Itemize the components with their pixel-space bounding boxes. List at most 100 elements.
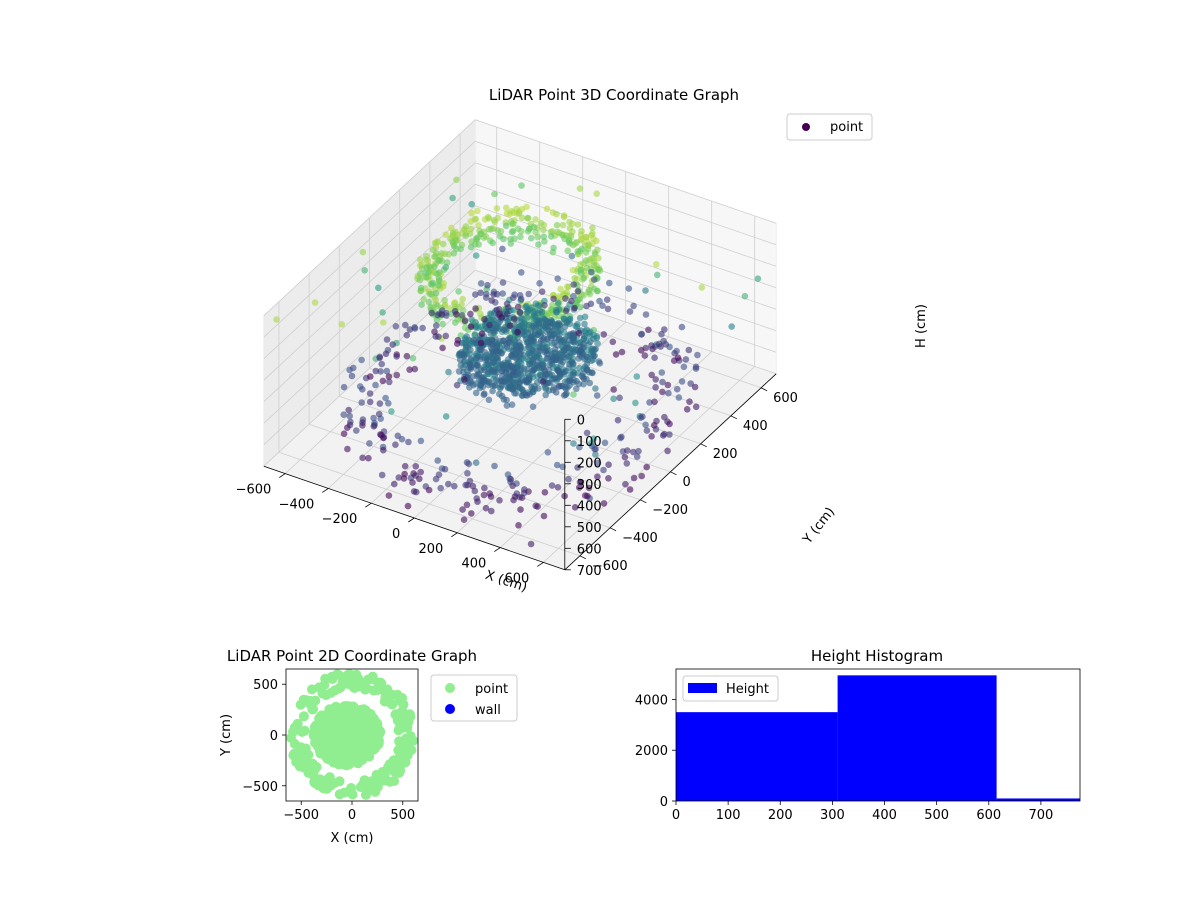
z-tick-label: 400 bbox=[577, 499, 602, 514]
grid-line-y bbox=[369, 367, 671, 473]
histogram-y-tick-label: 4000 bbox=[635, 693, 668, 708]
point-3d bbox=[485, 396, 493, 404]
point-3d bbox=[671, 349, 678, 357]
x-tick-label: −600 bbox=[236, 483, 272, 498]
point-2d bbox=[321, 690, 331, 701]
point-3d bbox=[666, 420, 673, 428]
point-3d bbox=[515, 379, 523, 386]
point-3d bbox=[587, 300, 595, 308]
point-3d bbox=[482, 294, 490, 301]
point-3d bbox=[534, 503, 541, 510]
point-3d bbox=[376, 354, 384, 362]
point-3d bbox=[431, 263, 438, 271]
point-3d bbox=[494, 354, 501, 362]
point-3d bbox=[555, 383, 562, 391]
grid-line-z bbox=[263, 140, 476, 338]
chart-2d-legend-marker-point bbox=[445, 683, 455, 693]
point-3d bbox=[472, 319, 480, 326]
point-3d bbox=[575, 364, 583, 372]
point-3d bbox=[423, 264, 431, 271]
point-3d bbox=[498, 314, 506, 321]
point-3d bbox=[372, 381, 379, 389]
point-3d bbox=[569, 330, 577, 337]
point-3d bbox=[345, 406, 353, 414]
point-3d bbox=[630, 474, 638, 482]
histogram-bars bbox=[676, 675, 1080, 801]
x-tick-label: −400 bbox=[279, 497, 315, 512]
point-3d bbox=[650, 422, 658, 429]
point-3d bbox=[518, 182, 525, 189]
point-3d bbox=[510, 315, 518, 323]
point-2d bbox=[336, 729, 347, 740]
histogram-y-tick-label: 2000 bbox=[635, 744, 668, 759]
point-3d bbox=[573, 298, 581, 305]
histogram-bar bbox=[676, 712, 838, 801]
point-3d bbox=[635, 447, 642, 455]
point-3d bbox=[618, 348, 626, 356]
point-3d bbox=[449, 194, 456, 202]
point-3d bbox=[661, 413, 668, 421]
point-3d bbox=[394, 432, 402, 440]
histogram-y-tick-label: 0 bbox=[660, 795, 668, 810]
point-2d bbox=[334, 776, 345, 787]
point-2d bbox=[364, 745, 375, 756]
point-3d bbox=[482, 233, 490, 240]
point-3d bbox=[462, 232, 470, 239]
point-3d bbox=[520, 389, 527, 396]
point-3d bbox=[511, 235, 518, 242]
point-3d bbox=[490, 375, 497, 383]
point-2d bbox=[343, 678, 354, 689]
point-3d bbox=[416, 256, 424, 263]
point-3d bbox=[547, 323, 554, 330]
chart-3d-zlabel: H (cm) bbox=[914, 304, 929, 348]
point-3d bbox=[403, 352, 411, 360]
point-2d bbox=[347, 789, 358, 800]
point-3d bbox=[416, 276, 424, 284]
x-tick-label: 600 bbox=[504, 571, 529, 586]
x-tick bbox=[365, 502, 372, 508]
grid-line-z bbox=[263, 183, 476, 381]
point-3d bbox=[580, 340, 587, 348]
point-3d bbox=[610, 386, 617, 393]
point-2d bbox=[368, 685, 379, 696]
x-tick bbox=[279, 473, 286, 478]
point-3d bbox=[379, 377, 387, 385]
z-tick-label: 500 bbox=[577, 521, 602, 536]
point-2d bbox=[298, 762, 309, 773]
point-3d bbox=[485, 378, 492, 385]
point-3d bbox=[606, 279, 613, 287]
point-3d bbox=[571, 504, 579, 511]
point-3d bbox=[564, 247, 571, 255]
point-3d bbox=[370, 423, 378, 430]
point-3d bbox=[530, 223, 538, 231]
point-3d bbox=[543, 205, 551, 213]
point-3d bbox=[475, 222, 482, 229]
point-3d bbox=[547, 306, 555, 313]
point-3d bbox=[393, 351, 401, 358]
point-3d bbox=[548, 334, 555, 342]
point-2d bbox=[308, 771, 319, 782]
point-3d bbox=[359, 386, 366, 393]
point-3d bbox=[540, 512, 548, 520]
point-3d bbox=[379, 309, 386, 316]
point-3d bbox=[419, 324, 426, 332]
point-3d bbox=[504, 336, 512, 343]
point-3d bbox=[630, 302, 637, 310]
histogram-x-tick-label: 700 bbox=[1028, 808, 1053, 823]
point-3d bbox=[499, 279, 507, 286]
point-3d bbox=[541, 301, 548, 309]
histogram-x-tick-label: 400 bbox=[872, 808, 897, 823]
point-3d bbox=[476, 355, 484, 363]
point-3d bbox=[586, 328, 594, 336]
point-3d bbox=[552, 389, 560, 396]
point-3d bbox=[474, 207, 481, 215]
point-3d bbox=[614, 416, 622, 424]
point-2d bbox=[394, 736, 405, 747]
point-3d bbox=[571, 304, 578, 312]
point-3d bbox=[439, 320, 446, 328]
point-3d bbox=[468, 510, 475, 517]
point-3d bbox=[395, 474, 403, 481]
point-3d bbox=[515, 323, 523, 331]
point-3d bbox=[452, 237, 460, 244]
point-3d bbox=[403, 331, 411, 339]
